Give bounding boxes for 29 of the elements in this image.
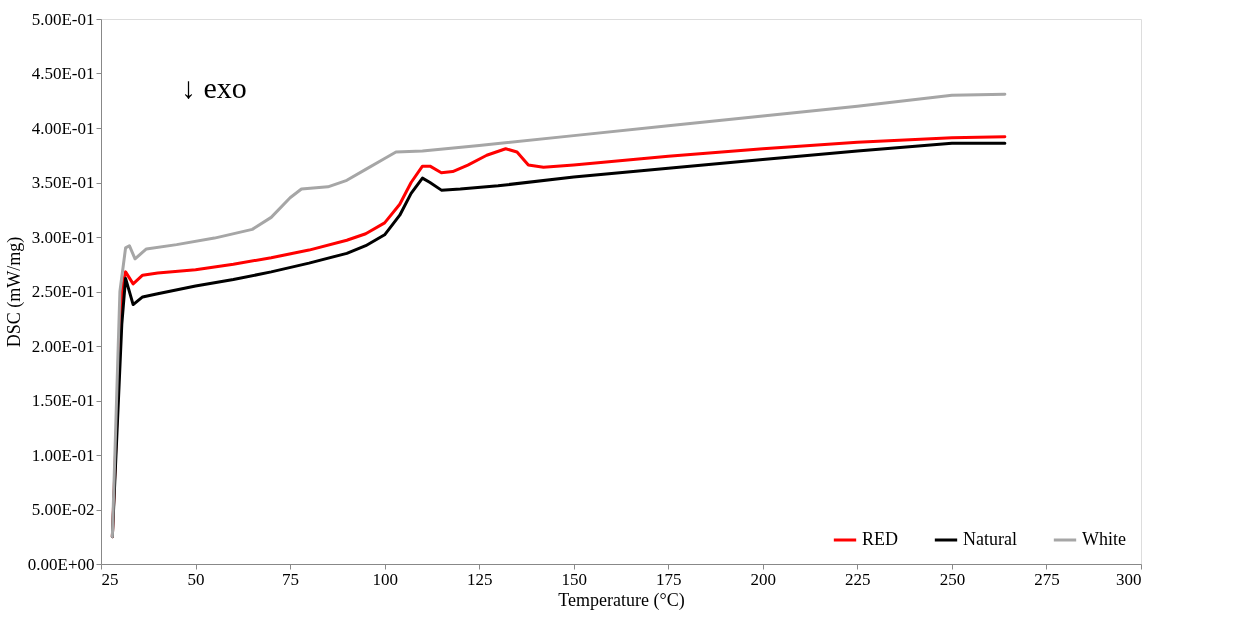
x-tick-label: 125 bbox=[466, 569, 493, 589]
x-axis-title: Temperature (°C) bbox=[558, 589, 685, 611]
x-tick-label: 300 bbox=[1116, 569, 1142, 589]
y-tick-label: 1.00E-01 bbox=[31, 445, 95, 465]
legend-label: RED bbox=[862, 529, 898, 549]
x-tick-label: 100 bbox=[372, 569, 398, 589]
y-tick-label: 1.50E-01 bbox=[31, 391, 95, 410]
x-tick-label: 150 bbox=[561, 569, 587, 589]
y-tick-label: 5.00E-02 bbox=[31, 500, 95, 519]
y-tick-label: 3.50E-01 bbox=[31, 173, 95, 192]
y-tick-label: 4.00E-01 bbox=[31, 118, 95, 138]
x-tick-label: 250 bbox=[939, 569, 966, 589]
x-tick-label: 25 bbox=[101, 569, 119, 589]
x-tick-label: 75 bbox=[282, 569, 300, 589]
annotation: ↓ exo bbox=[181, 71, 247, 104]
legend-label: White bbox=[1082, 529, 1126, 549]
x-tick-label: 275 bbox=[1034, 569, 1060, 589]
y-tick-label: 5.00E-01 bbox=[31, 9, 95, 29]
y-tick-label: 0.00E+00 bbox=[27, 554, 95, 574]
y-axis-title: DSC (mW/mg) bbox=[3, 236, 25, 348]
legend-label: Natural bbox=[963, 529, 1017, 549]
x-tick-label: 175 bbox=[656, 569, 682, 589]
y-tick-label: 4.50E-01 bbox=[31, 64, 95, 83]
y-tick-label: 3.00E-01 bbox=[31, 227, 95, 247]
y-tick-label: 2.00E-01 bbox=[31, 336, 95, 356]
x-tick-label: 50 bbox=[187, 569, 205, 589]
y-tick-label: 2.50E-01 bbox=[31, 282, 95, 301]
x-tick-label: 200 bbox=[750, 569, 777, 589]
x-tick-label: 225 bbox=[845, 569, 871, 589]
